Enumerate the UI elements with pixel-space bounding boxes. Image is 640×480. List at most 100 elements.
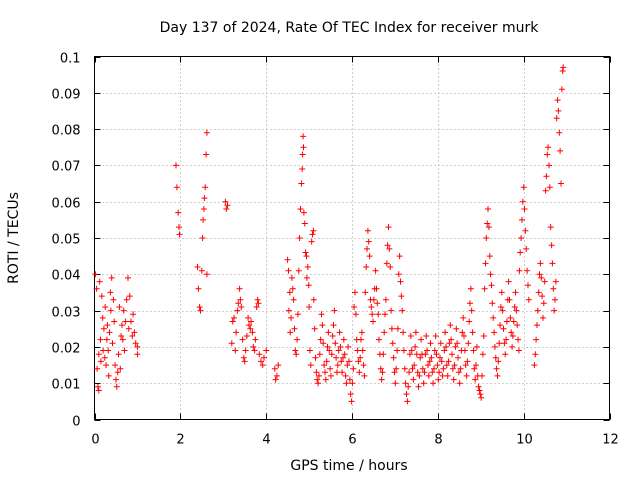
data-point <box>549 260 556 267</box>
data-point <box>119 322 125 329</box>
data-point <box>308 238 315 245</box>
data-point <box>553 115 560 122</box>
data-point <box>433 351 440 358</box>
data-point <box>134 351 141 358</box>
data-point <box>251 347 258 354</box>
data-point <box>341 351 348 358</box>
data-point <box>300 133 307 140</box>
data-point <box>496 340 503 347</box>
data-point <box>406 351 413 358</box>
data-point <box>305 282 312 289</box>
data-point <box>428 354 435 361</box>
data-point <box>426 358 433 365</box>
data-point <box>545 144 552 151</box>
data-point <box>334 369 340 376</box>
data-point <box>501 340 508 347</box>
data-point <box>316 372 322 379</box>
data-point <box>122 318 129 325</box>
data-point <box>357 354 364 361</box>
data-point <box>107 289 114 296</box>
data-point <box>468 307 475 314</box>
data-point <box>201 195 208 202</box>
data-point <box>123 296 130 303</box>
data-point <box>460 314 467 321</box>
data-point <box>465 340 472 347</box>
data-point <box>445 358 452 365</box>
data-point <box>401 365 408 372</box>
data-point <box>103 336 110 343</box>
data-point <box>358 329 365 336</box>
data-point <box>513 307 520 314</box>
data-point <box>315 380 322 387</box>
data-point <box>338 358 345 365</box>
data-point <box>258 358 264 365</box>
data-point <box>473 343 480 350</box>
data-point <box>485 206 491 212</box>
data-point <box>520 184 527 191</box>
data-point <box>290 296 297 303</box>
data-point <box>121 347 128 354</box>
data-point <box>440 365 447 372</box>
data-point <box>99 314 106 321</box>
data-point <box>506 296 513 303</box>
data-point <box>366 253 373 260</box>
data-point <box>466 318 473 325</box>
data-point <box>360 362 367 369</box>
data-point <box>241 358 248 365</box>
data-point <box>477 391 484 398</box>
data-point <box>224 202 231 209</box>
data-point <box>252 336 259 343</box>
data-point <box>384 242 391 249</box>
data-point <box>485 224 492 231</box>
data-point <box>320 340 327 347</box>
data-point <box>407 333 414 339</box>
y-tick-label: 0 <box>72 415 80 430</box>
data-point <box>380 351 387 358</box>
data-point <box>395 271 402 278</box>
data-point <box>125 325 132 332</box>
data-point <box>389 340 396 347</box>
data-point <box>323 358 330 365</box>
data-point <box>490 314 497 321</box>
data-point <box>543 173 550 180</box>
data-point <box>541 278 548 285</box>
x-tick-label: 2 <box>176 433 184 448</box>
data-point <box>434 362 441 369</box>
data-point <box>437 340 444 347</box>
data-point <box>176 231 183 238</box>
data-point <box>509 343 516 350</box>
data-point <box>374 300 381 307</box>
data-point <box>405 383 412 390</box>
y-tick-label: 0.1 <box>60 52 81 67</box>
data-point <box>376 336 382 343</box>
y-tick-label: 0.08 <box>52 124 81 139</box>
data-point <box>394 325 401 332</box>
data-point <box>326 347 333 354</box>
data-point <box>431 365 437 372</box>
data-point <box>480 333 487 339</box>
data-point <box>95 387 102 394</box>
data-point <box>328 372 334 379</box>
data-point <box>288 314 295 321</box>
data-point <box>245 314 252 321</box>
data-point <box>336 329 343 336</box>
data-point <box>238 304 245 310</box>
data-point <box>417 354 424 361</box>
data-point <box>414 369 421 376</box>
data-point <box>311 325 318 332</box>
data-point <box>558 180 564 187</box>
data-point <box>111 318 118 325</box>
data-point <box>449 365 456 372</box>
data-point <box>534 322 540 329</box>
data-point <box>488 282 495 289</box>
data-point <box>261 354 267 361</box>
data-point <box>443 343 449 350</box>
y-axis: 0 0.01 0.02 0.03 0.04 0.05 0.06 0.07 0.08 0.09 0.1 <box>52 52 610 430</box>
data-point <box>491 343 498 350</box>
data-point <box>396 253 403 260</box>
data-point <box>108 274 115 281</box>
data-point <box>556 129 563 136</box>
data-point <box>476 387 483 394</box>
data-point <box>284 256 291 263</box>
data-point <box>202 184 209 191</box>
